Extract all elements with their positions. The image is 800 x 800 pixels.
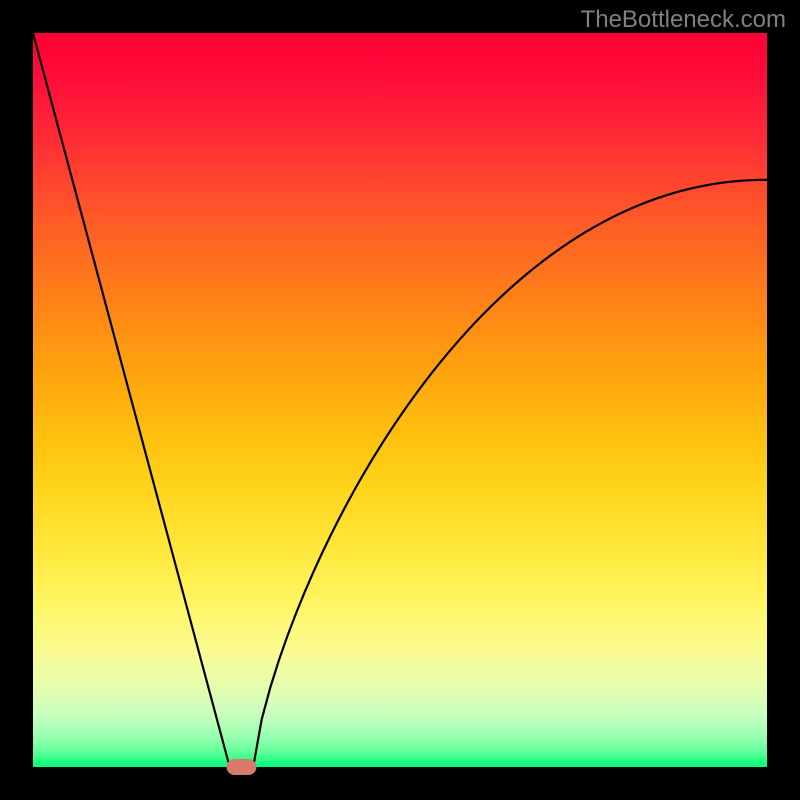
gradient-background xyxy=(33,33,767,767)
watermark-text: TheBottleneck.com xyxy=(581,6,786,34)
chart-svg xyxy=(0,0,800,800)
chart-container: TheBottleneck.com xyxy=(0,0,800,800)
minimum-marker xyxy=(226,759,256,775)
